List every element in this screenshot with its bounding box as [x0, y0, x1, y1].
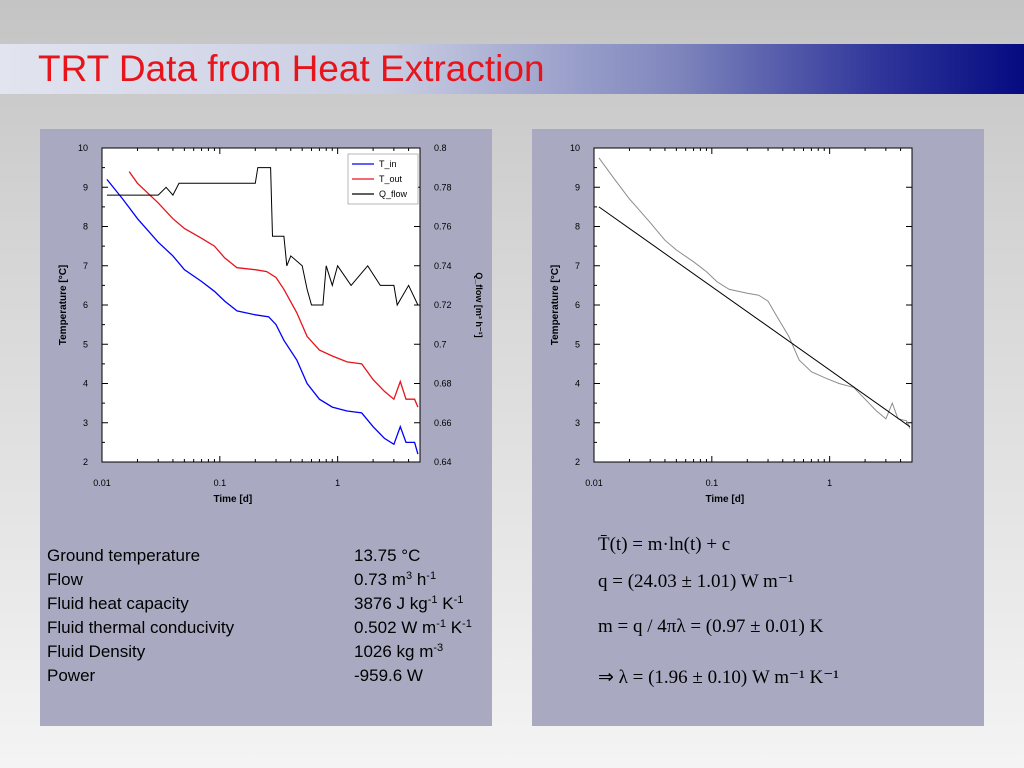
prop-row-fluid-thermal-conductivity: Fluid thermal conducivity 0.502 W m-1 K-… — [47, 616, 492, 640]
y-axis-label: Temperature [°C] — [58, 265, 69, 346]
y2-tick-label: 0.76 — [434, 222, 452, 232]
x-axis-label: Time [d] — [213, 494, 252, 505]
y-tick-label: 8 — [575, 222, 580, 232]
prop-value: 3876 J kg-1 K-1 — [354, 594, 464, 613]
prop-row-ground-temperature: Ground temperature 13.75 °C — [47, 544, 492, 568]
y2-tick-label: 0.72 — [434, 300, 452, 310]
right-chart-panel: 0.01 0.1 1 2 3 4 5 6 7 8 9 10 Time [d] Temperature [°… — [532, 129, 984, 726]
equation-conductivity: ⇒ λ = (1.96 ± 0.10) W m⁻¹ K⁻¹ — [598, 667, 839, 688]
prop-row-flow: Flow 0.73 m3 h-1 — [47, 568, 492, 592]
series-line-1 — [598, 206, 911, 428]
legend-label: Q_flow — [379, 189, 408, 199]
y2-axis-label: Q_flow [m³ h⁻¹] — [474, 272, 484, 337]
prop-value: 13.75 °C — [354, 546, 421, 565]
y-tick-label: 10 — [570, 143, 580, 153]
prop-label: Fluid heat capacity — [47, 594, 189, 613]
plot-area — [593, 147, 913, 463]
y2-tick-label: 0.66 — [434, 418, 452, 428]
equation-fit-model: T̄(t) = m·ln(t) + c — [598, 534, 731, 555]
y2-tick-label: 0.74 — [434, 261, 452, 271]
equation-heat-rate: q = (24.03 ± 1.01) W m⁻¹ — [598, 571, 794, 592]
x-tick-label: 0.01 — [93, 478, 111, 488]
legend-label: T_out — [379, 174, 403, 184]
series-line-q-flow — [106, 167, 419, 307]
y2-tick-label: 0.8 — [434, 143, 447, 153]
x-tick-label: 0.1 — [706, 478, 719, 488]
legend-label: T_in — [379, 159, 397, 169]
y-tick-label: 5 — [83, 339, 88, 349]
series-line-t-in — [106, 178, 419, 455]
series-line-0 — [598, 157, 911, 429]
y-tick-label: 2 — [575, 457, 580, 467]
prop-row-fluid-density: Fluid Density 1026 kg m-3 — [47, 640, 492, 664]
prop-value: 1026 kg m-3 — [354, 642, 444, 661]
y-tick-label: 10 — [78, 143, 88, 153]
y-axis-label: Temperature [°C] — [550, 265, 561, 346]
x-tick-label: 1 — [335, 478, 340, 488]
left-chart-panel: 0.01 0.1 1 2 3 4 5 6 7 8 9 10 Time [d] Temperature [°… — [40, 129, 492, 726]
prop-label: Flow — [47, 570, 83, 589]
prop-value: -959.6 W — [354, 666, 423, 685]
prop-row-fluid-heat-capacity: Fluid heat capacity 3876 J kg-1 K-1 — [47, 592, 492, 616]
series-line-t-out — [128, 171, 419, 408]
title-band — [0, 44, 1024, 94]
prop-label: Fluid Density — [47, 642, 146, 661]
prop-row-power: Power -959.6 W — [47, 664, 492, 688]
y-tick-label: 3 — [575, 418, 580, 428]
prop-label: Power — [47, 666, 96, 685]
prop-label: Ground temperature — [47, 546, 201, 565]
y-tick-label: 2 — [83, 457, 88, 467]
y2-tick-label: 0.78 — [434, 182, 452, 192]
y-tick-label: 7 — [83, 261, 88, 271]
y-tick-label: 3 — [83, 418, 88, 428]
x-tick-label: 1 — [827, 478, 832, 488]
fluid-properties-table: Ground temperature 13.75 °C Flow 0.73 m3… — [47, 544, 492, 688]
equation-slope: m = q / 4πλ = (0.97 ± 0.01) K — [598, 616, 824, 637]
y2-tick-label: 0.7 — [434, 339, 447, 349]
prop-label: Fluid thermal conducivity — [47, 618, 235, 637]
y-tick-label: 4 — [83, 379, 88, 389]
prop-value: 0.73 m3 h-1 — [354, 570, 437, 589]
prop-value: 0.502 W m-1 K-1 — [354, 618, 472, 637]
x-axis-label: Time [d] — [705, 494, 744, 505]
trt-temperature-flow-chart: 0.01 0.1 1 2 3 4 5 6 7 8 9 10 Time [d] Temperature [°… — [58, 143, 484, 505]
y-tick-label: 7 — [575, 261, 580, 271]
y-tick-label: 8 — [83, 222, 88, 232]
y-tick-label: 6 — [83, 300, 88, 310]
y-tick-label: 4 — [575, 379, 580, 389]
y-tick-label: 6 — [575, 300, 580, 310]
y-tick-label: 9 — [83, 182, 88, 192]
y2-tick-label: 0.68 — [434, 379, 452, 389]
y2-tick-label: 0.64 — [434, 457, 452, 467]
mean-temperature-fit-chart: 0.01 0.1 1 2 3 4 5 6 7 8 9 10 Time [d] Temperature [°… — [550, 143, 913, 505]
y-tick-label: 9 — [575, 182, 580, 192]
slide-title: TRT Data from Heat Extraction — [38, 48, 545, 89]
x-tick-label: 0.1 — [214, 478, 227, 488]
y-tick-label: 5 — [575, 339, 580, 349]
x-tick-label: 0.01 — [585, 478, 603, 488]
